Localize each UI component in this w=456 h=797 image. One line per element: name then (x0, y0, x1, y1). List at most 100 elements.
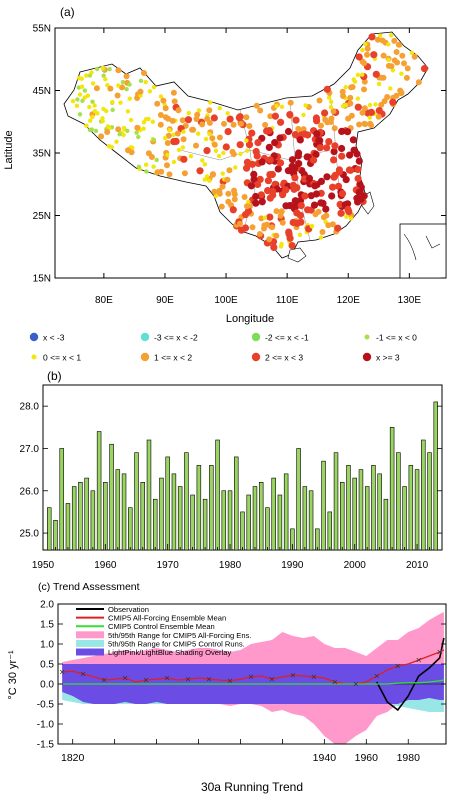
station-dot (309, 224, 314, 229)
station-dot (398, 90, 405, 97)
station-dot (138, 78, 144, 84)
station-dot (127, 82, 132, 87)
station-dot (143, 79, 148, 85)
station-dot (277, 212, 284, 219)
station-dot (349, 136, 357, 144)
station-dot (354, 174, 362, 183)
series-marker (185, 676, 191, 682)
station-dot (100, 116, 105, 121)
station-dot (328, 192, 336, 200)
station-dot (316, 97, 323, 104)
legend-label: 1 <= x < 2 (154, 353, 192, 363)
station-dot (166, 171, 173, 178)
x-tick-label: 2000 (344, 560, 367, 571)
station-dot (87, 127, 93, 133)
station-dot (114, 139, 119, 144)
station-dot (167, 128, 172, 133)
station-dot (338, 127, 346, 135)
station-dot (93, 85, 100, 92)
station-dot (219, 183, 226, 190)
station-dot (315, 137, 323, 145)
bar (271, 477, 276, 551)
station-dot (286, 202, 294, 210)
station-dot (82, 88, 88, 93)
series-marker (80, 671, 86, 677)
station-dot (188, 154, 194, 159)
series-marker (437, 649, 442, 655)
station-dot (80, 98, 85, 104)
station-dot (77, 112, 83, 117)
station-dot (331, 125, 338, 132)
station-dot (158, 94, 164, 99)
station-dot (355, 188, 363, 196)
x-tick-label: 1980 (397, 752, 421, 764)
station-dot (138, 93, 143, 98)
station-dot (252, 199, 260, 207)
station-dot (285, 228, 293, 236)
series-marker (332, 679, 338, 685)
legend-label: 2 <= x < 3 (265, 353, 303, 363)
station-dot (344, 214, 349, 219)
station-dot (337, 209, 345, 217)
station-dot (295, 160, 303, 168)
station-dot (216, 153, 222, 159)
bar (389, 427, 395, 551)
station-dot (226, 115, 234, 123)
y-tick-label: 15N (33, 274, 51, 285)
bar (346, 465, 351, 551)
station-dot (420, 65, 429, 73)
station-dot (265, 127, 273, 135)
station-dot (127, 96, 132, 101)
station-dot (286, 111, 294, 119)
bar (377, 473, 382, 551)
panel-c-title: (c) Trend Assessment (38, 581, 140, 593)
station-dot (296, 136, 304, 144)
station-dot (370, 51, 378, 59)
station-dot (237, 220, 243, 227)
station-dot (273, 232, 280, 239)
station-dot (88, 118, 93, 123)
station-dot (181, 170, 188, 177)
station-dot (231, 191, 238, 198)
station-dot (92, 103, 97, 108)
bar (221, 490, 227, 551)
station-dot (150, 119, 155, 125)
station-dot (125, 128, 130, 133)
station-dot (295, 125, 302, 132)
bar (159, 477, 164, 551)
legend-label: LightPink/LightBlue Shading Overlay (108, 648, 231, 657)
station-dot (373, 102, 378, 107)
station-dot (213, 193, 218, 199)
station-dot (193, 142, 199, 149)
station-dot (221, 150, 226, 156)
station-dot (171, 132, 176, 137)
station-dot (154, 169, 161, 176)
station-dot (274, 103, 279, 109)
legend-swatch (76, 639, 104, 647)
station-dot (207, 131, 212, 137)
station-dot (244, 203, 250, 210)
station-dot (291, 131, 299, 139)
station-dot (246, 199, 251, 204)
station-dot (344, 205, 352, 213)
station-dot (118, 100, 123, 105)
station-dot (359, 109, 366, 116)
bar (134, 452, 139, 551)
station-dot (279, 191, 287, 199)
legend-label: CMIP5 Control Ensemble Mean (108, 622, 215, 631)
station-dot (110, 107, 115, 113)
station-dot (202, 177, 207, 182)
station-dot (238, 120, 245, 127)
station-dot (386, 42, 391, 47)
station-dot (243, 114, 250, 121)
station-dot (204, 115, 211, 122)
station-dot (312, 114, 320, 122)
station-dot (411, 53, 418, 60)
station-dot (90, 81, 96, 86)
legend-marker (140, 352, 150, 362)
legend-marker (29, 332, 39, 342)
series-marker (164, 675, 170, 681)
station-dot (247, 182, 255, 190)
station-dot (374, 36, 381, 43)
